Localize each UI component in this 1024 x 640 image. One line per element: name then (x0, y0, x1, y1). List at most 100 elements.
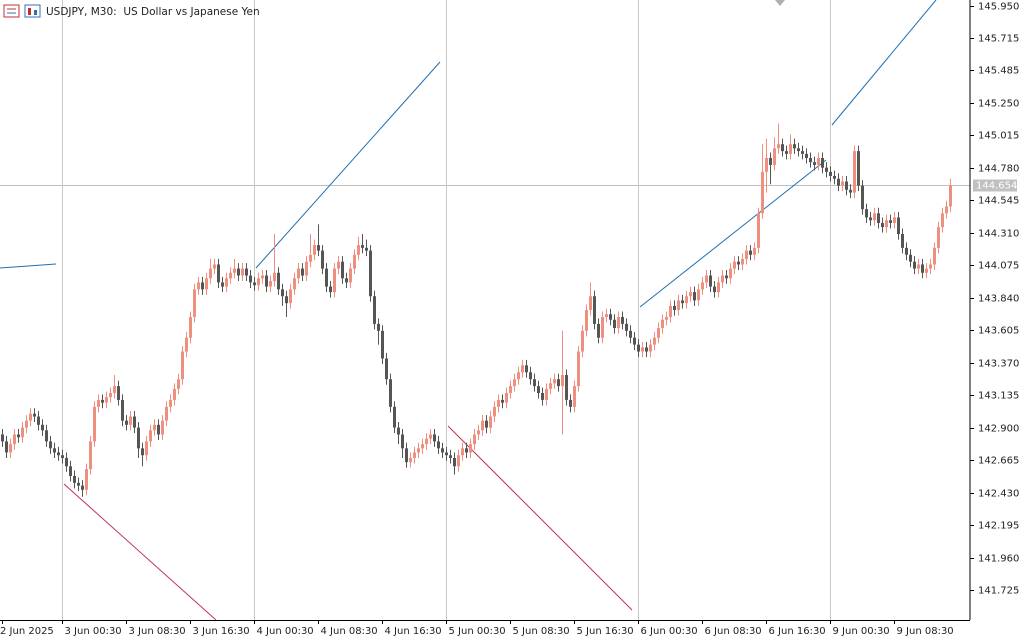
y-tick-label: 145.950 (978, 2, 1019, 13)
y-tick-label: 142.430 (978, 489, 1019, 500)
candle-body (493, 406, 496, 417)
candle-body (389, 379, 392, 407)
candle-body (125, 420, 128, 425)
candle-body (329, 286, 332, 293)
icon[interactable] (24, 4, 41, 18)
candle-body (517, 372, 520, 380)
candle-body (425, 438, 428, 445)
candle-body (761, 171, 764, 214)
icon[interactable] (3, 4, 20, 18)
candle-body (861, 185, 864, 210)
candle-body (733, 261, 736, 269)
candle-body (73, 475, 76, 483)
candle-body (225, 278, 228, 287)
y-tick-label: 145.715 (978, 34, 1019, 45)
candle-body (877, 213, 880, 223)
candle-body (777, 144, 780, 149)
candle-body (773, 148, 776, 165)
candle-body (501, 399, 504, 403)
candle-body (313, 245, 316, 255)
candle-body (245, 268, 248, 276)
candle-body (381, 330, 384, 359)
x-tick-label: 5 Jun 08:30 (513, 626, 570, 637)
candle-body (741, 258, 744, 265)
candle-body (513, 379, 516, 387)
candle-body (169, 399, 172, 407)
trend-line (0, 263, 57, 269)
candle-body (721, 275, 724, 283)
y-tick-label: 141.725 (978, 586, 1019, 597)
candle-body (945, 206, 948, 214)
y-tick-label: 144.545 (978, 196, 1019, 207)
candle-body (449, 455, 452, 458)
candle-body (909, 254, 912, 262)
candle-body (713, 286, 716, 293)
candle-body (565, 375, 568, 400)
candle-body (589, 296, 592, 311)
candle-body (197, 282, 200, 290)
candle-body (473, 434, 476, 445)
candle-body (413, 452, 416, 458)
candle-body (585, 310, 588, 331)
candle-body (37, 416, 40, 425)
candle-body (677, 300, 680, 311)
candle-body (653, 337, 656, 345)
candle-body (57, 452, 60, 456)
y-tick-label: 143.840 (978, 294, 1019, 305)
y-tick-label: 142.665 (978, 456, 1019, 467)
candle-body (357, 245, 360, 255)
candle-body (85, 469, 88, 490)
x-tick-label: 3 Jun 16:30 (193, 626, 250, 637)
candle-body (305, 261, 308, 276)
candle-body (101, 399, 104, 403)
candle-body (625, 323, 628, 331)
candle-body (349, 268, 352, 283)
candle-body (461, 448, 464, 456)
candle-body (281, 289, 284, 297)
y-tick-label: 143.370 (978, 359, 1019, 370)
candle-body (77, 482, 80, 486)
candle-body (829, 171, 832, 176)
candle-body (409, 457, 412, 463)
trend-lines (0, 0, 937, 621)
grid (0, 0, 970, 620)
candle-body (221, 282, 224, 287)
candle-body (117, 386, 120, 400)
candle-body (325, 268, 328, 287)
candle-body (645, 347, 648, 352)
candle-body (229, 272, 232, 279)
candle-body (737, 261, 740, 265)
candle-body (21, 427, 24, 438)
candle-body (901, 234, 904, 248)
candle-body (181, 351, 184, 380)
candle-body (69, 466, 72, 476)
x-tick-label: 4 Jun 08:30 (321, 626, 378, 637)
candle-body (165, 406, 168, 421)
candle-body (641, 347, 644, 352)
chart-title: USDJPY, M30: US Dollar vs Japanese Yen (46, 6, 260, 18)
candle-body (885, 220, 888, 228)
candle-body (1, 434, 4, 442)
icon-bar (34, 10, 37, 15)
candle-body (81, 485, 84, 490)
candle-body (681, 300, 684, 304)
candle-body (249, 275, 252, 283)
candle-body (749, 250, 752, 255)
trend-line (639, 159, 827, 308)
candle-body (841, 181, 844, 186)
candle-body (797, 148, 800, 152)
candle-body (609, 314, 612, 320)
candle-body (845, 181, 848, 190)
candle-body (485, 420, 488, 428)
candle-body (881, 222, 884, 228)
candle-body (61, 455, 64, 458)
candle-body (537, 386, 540, 394)
x-tick-label: 6 Jun 08:30 (705, 626, 762, 637)
trend-line (255, 61, 441, 269)
candle-body (925, 268, 928, 273)
candle-body (421, 444, 424, 449)
candle-body (397, 427, 400, 435)
candle-body (293, 278, 296, 290)
